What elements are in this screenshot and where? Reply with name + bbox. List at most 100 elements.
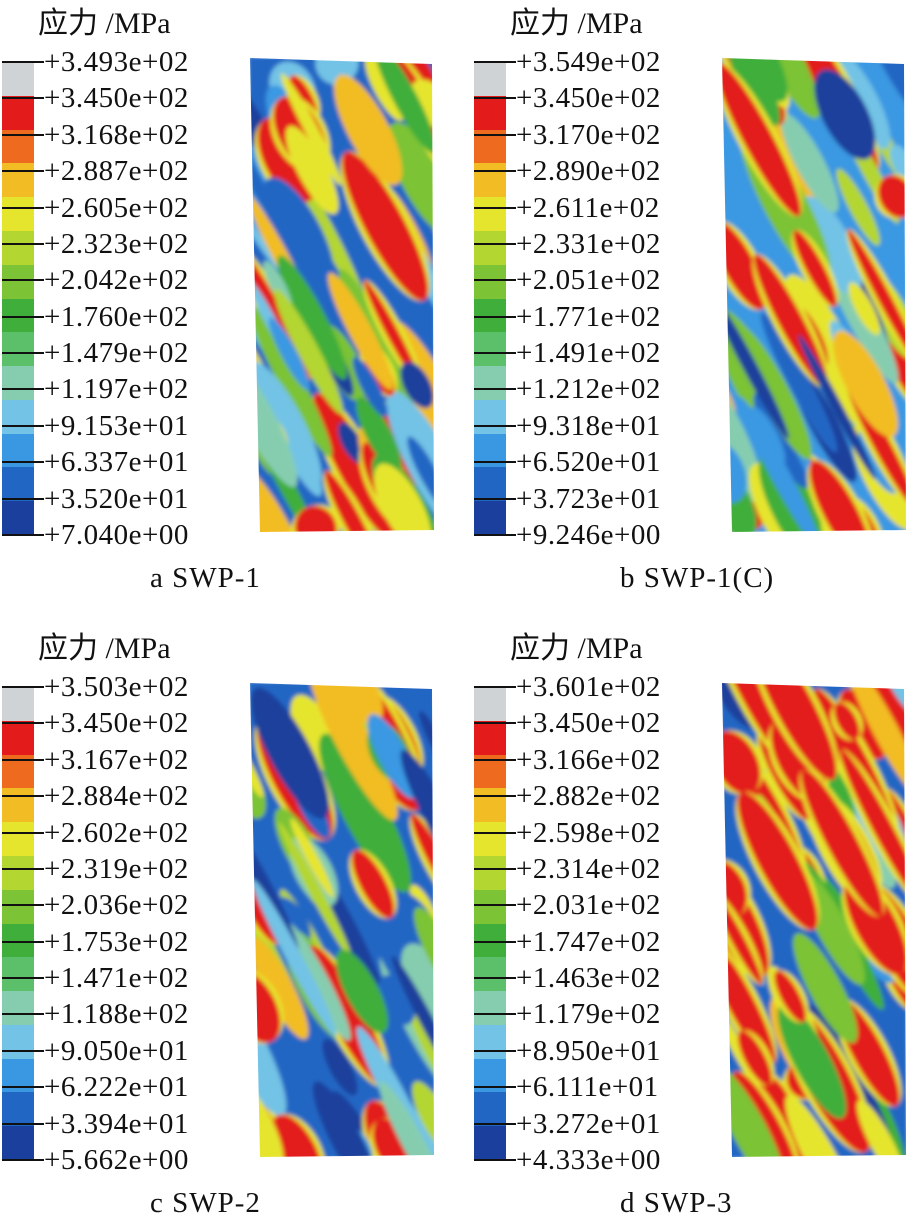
contour-image (250, 683, 434, 1157)
legend-band (474, 889, 506, 924)
stress-region (760, 312, 838, 453)
stress-region (337, 422, 365, 464)
stress-region (363, 280, 422, 387)
stress-region (722, 292, 789, 439)
legend-band (474, 298, 506, 333)
legend-tick-label: +2.031e+02 (516, 889, 661, 922)
legend-title: 应力 /MPa (38, 632, 171, 665)
legend-title: 应力 /MPa (38, 7, 171, 40)
stress-region (278, 822, 353, 961)
legend-tick-label: +2.042e+02 (44, 264, 189, 297)
legend-tick (474, 61, 516, 63)
legend-tick (474, 242, 516, 245)
legend-tick (2, 940, 44, 943)
stress-region (251, 879, 337, 1037)
stress-region (322, 1038, 358, 1096)
legend-tick (474, 758, 516, 761)
legend-band (474, 366, 506, 401)
stress-region (285, 125, 339, 215)
stress-region (727, 58, 781, 126)
legend-tick-label: +1.771e+02 (516, 300, 661, 333)
legend-band (2, 822, 34, 857)
legend-band (474, 501, 506, 536)
legend-band (2, 1092, 34, 1127)
legend-tick-label: +1.463e+02 (516, 962, 661, 995)
legend-tick-label: +2.611e+02 (516, 191, 660, 224)
legend-tick-label: +3.503e+02 (44, 671, 189, 703)
stress-region (722, 935, 776, 1065)
legend-tick (2, 795, 44, 798)
stress-region (315, 58, 359, 85)
legend-tick (2, 279, 44, 282)
stress-region (334, 74, 403, 186)
stress-region (792, 933, 858, 1044)
legend-tick (2, 1086, 44, 1089)
color-legend: +3.549e+02 +3.450e+02 +3.170e+02 +2.890e… (474, 47, 660, 550)
contour-image (722, 683, 906, 1157)
stress-contour-plot (720, 681, 908, 1159)
legend-band (474, 467, 506, 502)
stress-region (834, 702, 860, 740)
legend-band (2, 95, 34, 131)
stress-region (737, 1030, 772, 1086)
stress-region (335, 949, 389, 1034)
legend-tick-label: +1.197e+02 (44, 373, 189, 406)
panel-d: 应力 /MPa +3.601e+02 +3.450e+02 +3.166e+02… (472, 625, 913, 1225)
stress-region (793, 230, 837, 307)
legend-tick (474, 1086, 516, 1089)
legend-band (2, 366, 34, 401)
legend-tick (2, 1122, 44, 1125)
legend-band (2, 991, 34, 1026)
legend-tick-label: +3.450e+02 (44, 82, 189, 115)
legend-tick (474, 170, 516, 173)
legend-band (474, 230, 506, 266)
legend-band (2, 230, 34, 266)
legend-band (474, 163, 506, 198)
legend-tick-label: +3.549e+02 (516, 46, 661, 78)
stress-region (407, 436, 434, 512)
stress-region (327, 272, 394, 390)
legend-band (2, 720, 34, 756)
legend-band (474, 788, 506, 823)
stress-region (364, 58, 405, 121)
color-legend: +3.493e+02 +3.450e+02 +3.168e+02 +2.887e… (2, 47, 188, 550)
panel-caption: c SWP-2 (150, 1187, 261, 1219)
stress-region (391, 955, 434, 1090)
stress-region (274, 288, 344, 415)
stress-region (387, 122, 434, 237)
legend-title: 应力 /MPa (510, 632, 643, 665)
stress-region (777, 1003, 847, 1119)
legend-tick (2, 534, 44, 536)
legend-tick-label: +1.753e+02 (44, 925, 189, 958)
legend-tick-label: +6.337e+01 (44, 446, 189, 479)
stress-region (250, 304, 332, 457)
stress-region (251, 687, 330, 819)
stress-region (722, 438, 747, 504)
legend-tick-label: +9.153e+01 (44, 409, 189, 442)
legend-tick (474, 497, 516, 500)
legend-band (474, 1024, 506, 1060)
legend-band (474, 957, 506, 992)
legend-tick-label: +2.331e+02 (516, 227, 661, 260)
legend-tick-label: +2.319e+02 (44, 852, 189, 885)
legend-tick (474, 722, 516, 725)
legend-band (474, 399, 506, 435)
stress-region (750, 406, 786, 466)
legend-band (2, 1024, 34, 1060)
legend-tick (2, 904, 44, 907)
legend-tick (2, 686, 44, 688)
stress-region (367, 714, 419, 799)
stress-region (280, 73, 342, 186)
legend-tick (474, 940, 516, 943)
stress-region (405, 996, 434, 1114)
legend-tick-label: +1.747e+02 (516, 925, 661, 958)
legend-tick-label: +3.450e+02 (516, 707, 661, 740)
legend-band (474, 991, 506, 1026)
panel-caption: a SWP-1 (150, 562, 261, 594)
legend-band (2, 855, 34, 891)
stress-region (400, 749, 434, 899)
legend-band (2, 264, 34, 299)
legend-tick (474, 352, 516, 355)
panel-caption: b SWP-1(C) (620, 562, 775, 594)
stress-region (735, 323, 812, 460)
